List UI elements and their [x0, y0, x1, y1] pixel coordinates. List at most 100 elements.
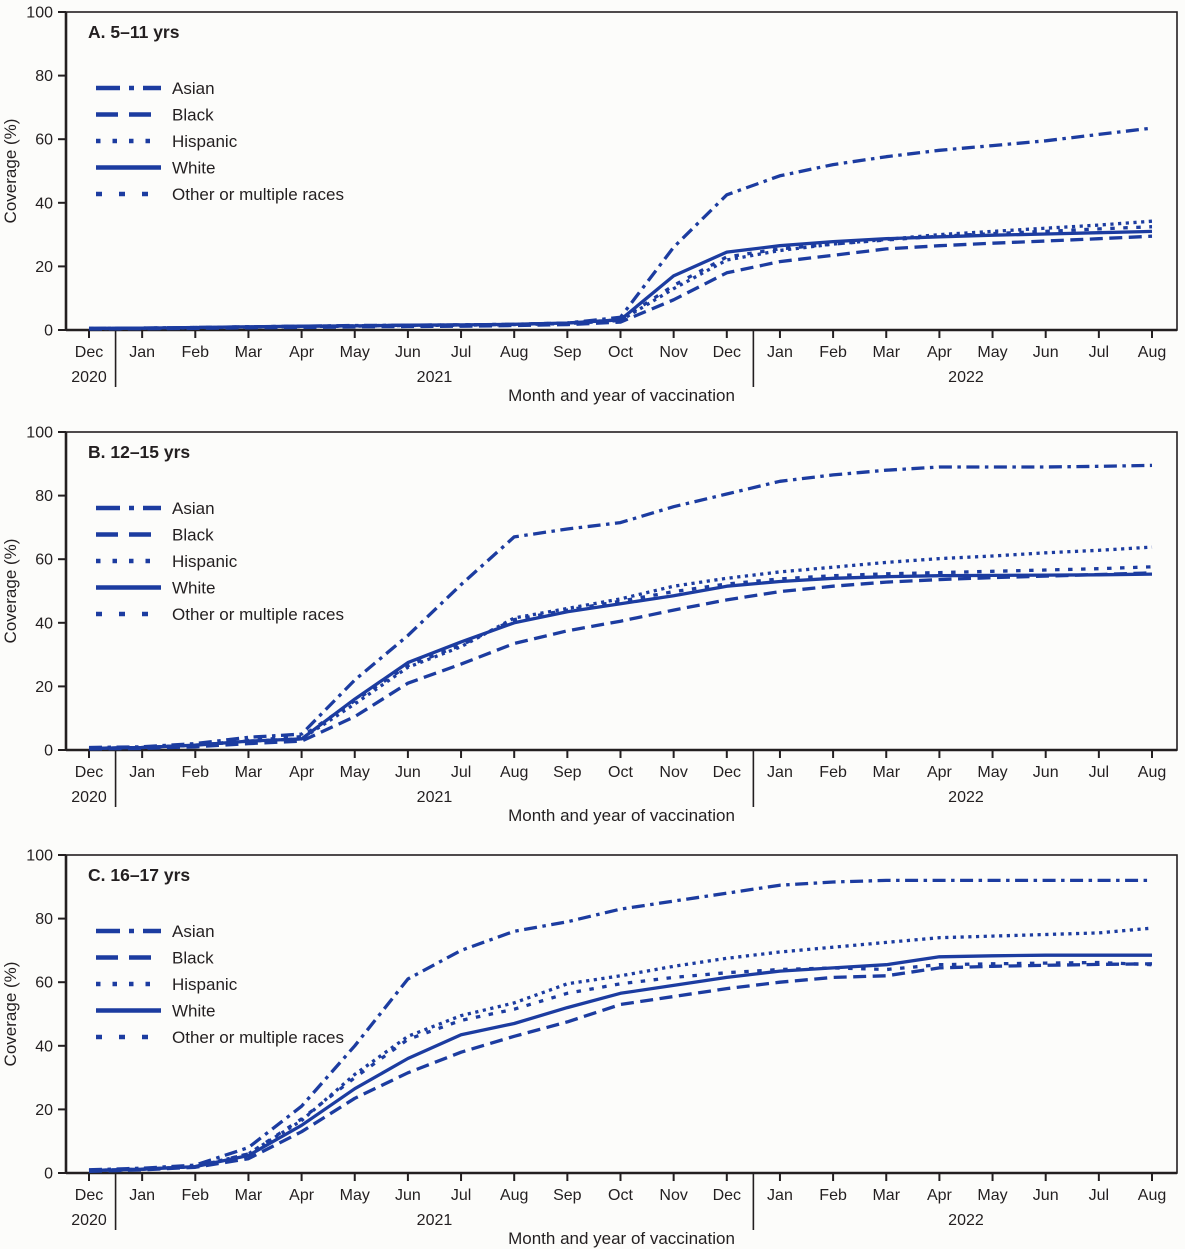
y-tick-label: 20 [35, 1102, 53, 1119]
series-group [88, 878, 1153, 1174]
panel-title: B. 12–15 yrs [88, 442, 190, 462]
year-label: 2022 [948, 1212, 984, 1229]
month-tick-label: Jul [1089, 344, 1109, 361]
month-tick-label: Apr [927, 764, 953, 781]
legend-item-white: White [96, 579, 215, 598]
month-tick-label: Sep [553, 1187, 582, 1204]
year-label: 2020 [71, 369, 107, 386]
month-tick-label: Feb [819, 764, 847, 781]
month-tick-label: Jun [395, 764, 421, 781]
legend-label: Other or multiple races [172, 185, 344, 204]
month-tick-label: Apr [289, 344, 315, 361]
legend-item-asian: Asian [96, 499, 215, 518]
month-tick-label: May [977, 344, 1007, 361]
month-tick-label: Sep [553, 344, 582, 361]
month-tick-label: Jul [1089, 1187, 1109, 1204]
legend-label: Asian [172, 79, 215, 98]
month-tick-label: May [977, 1187, 1007, 1204]
legend-item-black: Black [96, 526, 214, 545]
panel-title: C. 16–17 yrs [88, 865, 190, 885]
x-axis: Dec Jan Feb Mar Apr May Jun Jul Aug Sep Oct Nov Dec J… [66, 328, 1177, 387]
legend-label: White [172, 1002, 215, 1021]
legend-item-hispanic: Hispanic [96, 552, 238, 571]
legend-label: Black [172, 949, 214, 968]
month-tick-label: May [977, 764, 1007, 781]
y-tick-label: 80 [35, 68, 53, 85]
month-tick-label: Feb [182, 344, 210, 361]
month-tick-label: Jan [129, 1187, 155, 1204]
legend-item-hispanic: Hispanic [96, 132, 238, 151]
y-tick-label: 60 [35, 552, 53, 569]
y-tick-label: 0 [44, 743, 53, 760]
month-tick-label: Dec [713, 1187, 741, 1204]
year-label: 2022 [948, 369, 984, 386]
month-tick-label: Feb [182, 764, 210, 781]
panel-a: 0 20 40 60 80 100 Coverage (%) Dec Jan Feb Mar Apr M… [0, 0, 1185, 420]
series-line-black [88, 571, 1153, 751]
month-tick-label: Nov [659, 344, 687, 361]
series-line-white [88, 953, 1152, 1173]
legend-item-black: Black [96, 949, 214, 968]
legend-label: Asian [172, 922, 215, 941]
legend-item-other-or-multiple-races: Other or multiple races [96, 185, 344, 204]
month-tick-label: Mar [872, 764, 900, 781]
panel-title: A. 5–11 yrs [88, 22, 180, 42]
panel-b-chart: 0 20 40 60 80 100 Coverage (%) Dec Jan Feb Mar Apr M… [1, 425, 1178, 825]
year-label: 2021 [417, 1212, 453, 1229]
month-tick-label: Jul [1089, 764, 1109, 781]
y-tick-label: 40 [35, 615, 53, 632]
month-tick-label: Jun [1033, 764, 1059, 781]
series-line-asian [88, 878, 1152, 1172]
y-axis: 0 20 40 60 80 100 [26, 425, 68, 760]
month-tick-label: Nov [659, 1187, 687, 1204]
month-tick-label: Apr [289, 764, 315, 781]
month-tick-label: Feb [182, 1187, 210, 1204]
legend-label: White [172, 159, 215, 178]
series-line-asian [88, 126, 1153, 331]
legend-label: Asian [172, 499, 215, 518]
legend-label: Hispanic [172, 132, 238, 151]
month-tick-label: Jan [129, 344, 155, 361]
legend: Asian Black Hispanic White Other or multiple… [96, 79, 344, 204]
month-tick-label: Mar [235, 344, 263, 361]
month-tick-label: Aug [1138, 764, 1166, 781]
legend: Asian Black Hispanic White Other or multiple… [96, 499, 344, 624]
plot-frame [65, 11, 1178, 331]
month-tick-label: Mar [235, 1187, 263, 1204]
month-tick-label: Aug [500, 344, 528, 361]
series-group [88, 126, 1153, 331]
x-axis-title: Month and year of vaccination [508, 806, 735, 825]
month-tick-label: Apr [289, 1187, 315, 1204]
month-tick-label: Dec [713, 764, 741, 781]
series-line-hispanic [88, 545, 1153, 751]
legend-item-black: Black [96, 106, 214, 125]
month-tick-label: Nov [659, 764, 687, 781]
month-tick-label: May [340, 344, 370, 361]
y-tick-label: 20 [35, 259, 53, 276]
legend-item-white: White [96, 159, 215, 178]
y-tick-label: 100 [26, 848, 53, 865]
month-tick-label: Oct [608, 1187, 633, 1204]
legend-label: Black [172, 526, 214, 545]
x-axis: Dec Jan Feb Mar Apr May Jun Jul Aug Sep Oct Nov Dec J… [66, 1171, 1177, 1230]
month-tick-label: Dec [75, 764, 103, 781]
x-axis-title: Month and year of vaccination [508, 1229, 735, 1248]
month-tick-label: Oct [608, 764, 633, 781]
month-tick-label: Jun [1033, 1187, 1059, 1204]
month-tick-label: Aug [500, 1187, 528, 1204]
legend-label: White [172, 579, 215, 598]
year-label: 2020 [71, 1212, 107, 1229]
month-tick-label: Dec [75, 344, 103, 361]
month-tick-label: Dec [713, 344, 741, 361]
panel-c-chart: 0 20 40 60 80 100 Coverage (%) Dec Jan Feb Mar Apr M… [1, 848, 1178, 1248]
legend: Asian Black Hispanic White Other or multiple… [96, 922, 344, 1047]
panel-b: 0 20 40 60 80 100 Coverage (%) Dec Jan Feb Mar Apr M… [0, 420, 1185, 843]
series-line-white [88, 572, 1153, 751]
legend-label: Hispanic [172, 975, 238, 994]
month-tick-label: Jan [767, 764, 793, 781]
month-tick-label: Jun [395, 1187, 421, 1204]
month-tick-label: Jan [767, 1187, 793, 1204]
y-tick-label: 60 [35, 975, 53, 992]
y-tick-label: 100 [26, 5, 53, 22]
